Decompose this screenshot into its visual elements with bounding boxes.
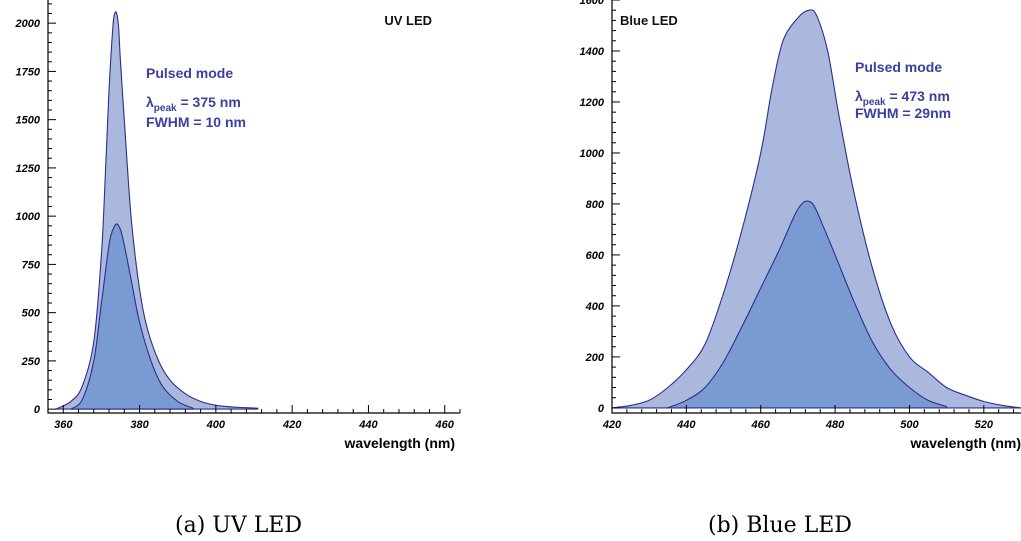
blue-y-tick-label: 1600 [580,0,605,7]
uv-x-tick-label: 420 [282,419,302,431]
blue-y-tick-label: 1200 [580,97,605,109]
uv-y-tick-label: 2000 [15,18,41,30]
uv-y-tick-label: 1750 [16,66,41,78]
uv-x-tick-label: 400 [206,419,226,431]
blue-y-tick-label: 600 [586,250,605,262]
blue-y-tick-label: 200 [585,352,605,364]
blue-x-tick-label: 440 [676,419,696,431]
peak-subscript: peak [863,97,886,108]
blue-x-tick-label: 420 [602,419,622,431]
uv-peak-label: λpeak = 375 nm [146,94,241,114]
lambda-glyph: λ [146,94,154,110]
blue-y-tick-label: 0 [598,403,605,415]
blue-pulsed-mode-label: Pulsed mode [855,59,942,75]
blue-x-tick-label: 500 [900,419,919,431]
uv-x-axis-label: wavelength (nm) [344,435,455,451]
caption-blue-led: (b) Blue LED [708,513,852,538]
uv-x-tick-label: 460 [435,419,455,431]
lambda-glyph: λ [855,88,863,104]
uv-y-tick-label: 250 [21,356,41,368]
blue-outer-envelope-area [611,9,1021,409]
blue-inner-pulse-area [667,200,948,409]
uv-y-tick-label: 500 [22,308,41,320]
blue-y-tick-label: 800 [586,199,605,211]
blue-fwhm-label: FWHM = 29nm [855,105,951,121]
peak-subscript: peak [154,103,177,114]
uv-x-tick-label: 360 [54,419,73,431]
blue-x-axis-label: wavelength (nm) [910,435,1021,451]
blue-x-tick-label: 480 [825,419,845,431]
uv-y-tick-label: 0 [34,404,41,416]
uv-led-corner-label: UV LED [384,13,432,28]
uv-inner-pulse-area [70,223,194,410]
uv-fwhm-label: FWHM = 10 nm [146,114,246,130]
uv-x-tick-label: 440 [358,419,378,431]
blue-x-tick-label: 460 [751,419,771,431]
uv-y-tick-label: 1250 [16,163,41,175]
uv-y-tick-label: 1000 [16,211,41,223]
uv-y-tick-label: 1500 [16,115,41,127]
blue-led-corner-label: Blue LED [620,13,678,28]
caption-uv-led: (a) UV LED [175,513,303,538]
uv-x-tick-label: 380 [130,419,149,431]
uv-pulsed-mode-label: Pulsed mode [146,65,233,81]
blue-x-tick-label: 520 [975,419,994,431]
blue-y-tick-label: 1000 [580,148,605,160]
blue-y-tick-label: 400 [585,301,605,313]
blue-y-tick-label: 1400 [580,46,605,58]
uv-y-tick-label: 750 [22,259,41,271]
blue-peak-label: λpeak = 473 nm [855,88,950,108]
